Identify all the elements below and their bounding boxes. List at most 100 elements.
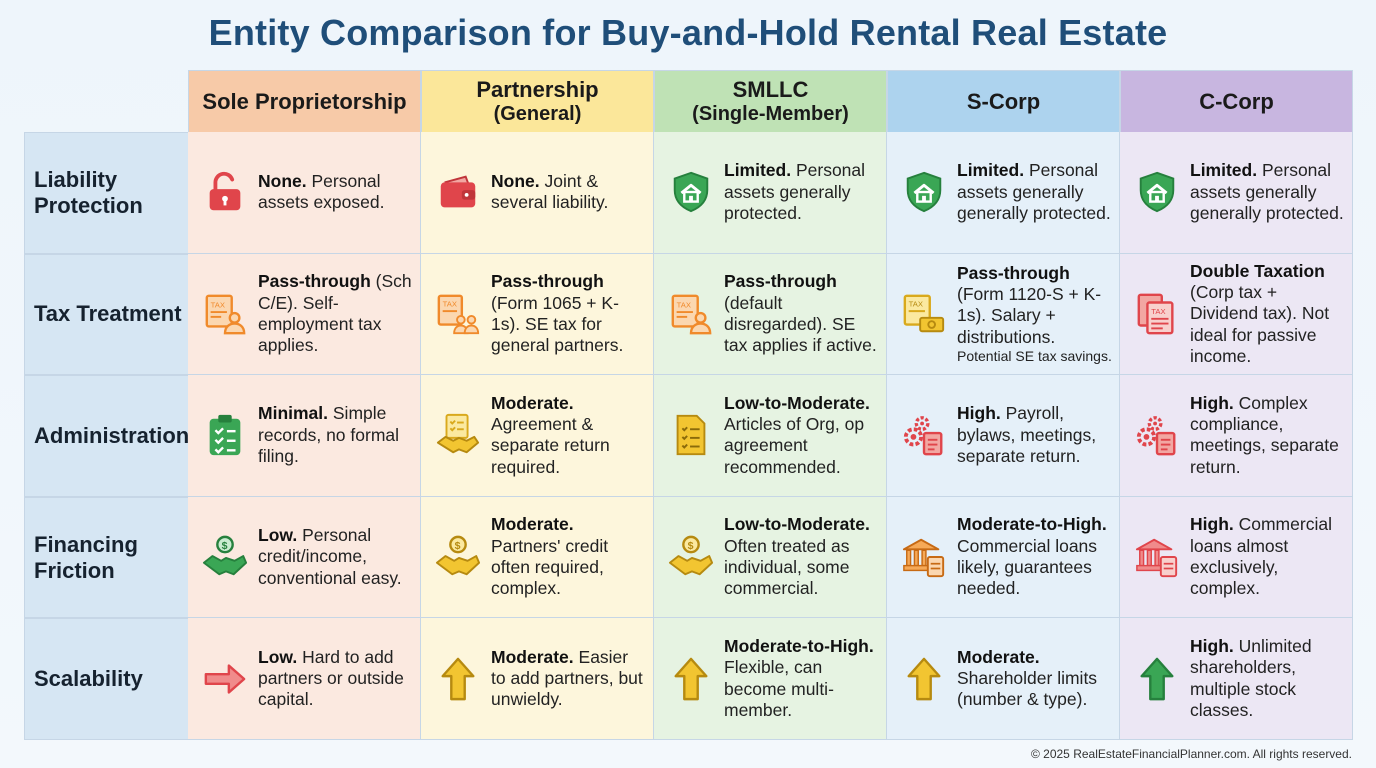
row-header-label: Financing Friction xyxy=(34,531,138,583)
cell-rating: Moderate-to-High. xyxy=(957,514,1107,535)
table-cell: Limited. Personal assets generally gener… xyxy=(887,132,1120,254)
page-title: Entity Comparison for Buy-and-Hold Renta… xyxy=(208,12,1168,53)
cell-rating: Pass-through xyxy=(724,271,837,292)
cell-rating: Limited. xyxy=(724,160,792,181)
cell-text: High. Complex compliance, meetings, sepa… xyxy=(1190,393,1346,478)
document-checklist-icon xyxy=(666,410,716,460)
cell-description: Payroll, bylaws, meetings, separate retu… xyxy=(957,403,1097,467)
table-cell: Moderate-to-High. Commercial loans likel… xyxy=(887,496,1120,619)
row-header-scalability: Scalability xyxy=(24,618,188,740)
cell-text: Low-to-Moderate. Often treated as indivi… xyxy=(724,514,880,599)
table-cell: TAX Pass-through (Form 1065 + K-1s). SE t… xyxy=(421,253,654,376)
cell-text: Limited. Personal assets generally prote… xyxy=(724,160,880,224)
table-cell: TAX Pass-through (default disregarded). S… xyxy=(654,253,887,376)
cell-rating: High. xyxy=(1190,514,1234,535)
table-cell: Moderate-to-High. Flexible, can become m… xyxy=(654,618,887,740)
comparison-table: Sole Proprietorship Partnership (General… xyxy=(24,70,1353,740)
cell-text: Moderate. Easier to add partners, but un… xyxy=(491,647,647,711)
cell-rating: Pass-through xyxy=(258,271,371,292)
open-lock-icon xyxy=(200,167,250,217)
row-header-financing-friction: Financing Friction xyxy=(24,496,188,619)
cell-text: High. Unlimited shareholders, multiple s… xyxy=(1190,636,1346,721)
svg-text:TAX: TAX xyxy=(1151,307,1165,316)
cell-rating: Minimal. xyxy=(258,403,329,424)
cell-description: Personal assets generally generally prot… xyxy=(957,160,1111,223)
column-header-sublabel: (Single-Member) xyxy=(692,102,849,125)
cell-description: Easier to add partners, but unwieldy. xyxy=(491,646,643,710)
cell-description: (Corp tax + Dividend tax). Not ideal for… xyxy=(1190,281,1330,366)
cell-text: Limited. Personal assets generally gener… xyxy=(1190,160,1346,224)
shield-house-icon xyxy=(899,167,949,217)
cell-rating: Moderate. xyxy=(491,646,574,667)
table-cell: TAX Pass-through (Sch C/E). Self-employme… xyxy=(188,253,421,376)
cell-text: Low-to-Moderate. Articles of Org, op agr… xyxy=(724,393,880,478)
cell-text: Limited. Personal assets generally gener… xyxy=(957,160,1113,224)
cell-description: (Form 1065 + K-1s). SE tax for general p… xyxy=(491,292,624,356)
tax-form-money-icon: TAX xyxy=(899,289,949,339)
up-arrow-icon xyxy=(1132,654,1182,704)
cell-description: Often treated as individual, some commer… xyxy=(724,535,850,599)
table-cell: $ Moderate. Partners' credit often requir… xyxy=(421,496,654,619)
cell-description: (default disregarded). SE tax applies if… xyxy=(724,292,877,356)
column-header-smllc: SMLLC (Single-Member) xyxy=(654,70,887,132)
cell-rating: Low. xyxy=(258,646,298,667)
cell-text: Moderate-to-High. Commercial loans likel… xyxy=(957,514,1113,599)
column-header-sublabel: (General) xyxy=(493,102,582,125)
svg-text:$: $ xyxy=(455,540,461,552)
cell-description: (Form 1120-S + K-1s). Salary + distribut… xyxy=(957,284,1102,347)
column-header-label: Sole Proprietorship xyxy=(202,88,407,114)
row-header-label: Tax Treatment xyxy=(34,301,182,327)
table-cell: $ Low. Personal credit/income, convention… xyxy=(188,496,421,619)
cell-rating: Limited. xyxy=(957,160,1025,181)
cell-text: Double Taxation (Corp tax + Dividend tax… xyxy=(1190,261,1346,368)
cell-rating: Moderate. xyxy=(491,514,574,535)
cell-description: Unlimited shareholders, multiple stock c… xyxy=(1190,635,1312,721)
table-cell: Limited. Personal assets generally gener… xyxy=(1120,132,1353,254)
cell-rating: Low-to-Moderate. xyxy=(724,392,870,413)
table-cell: Limited. Personal assets generally prote… xyxy=(654,132,887,254)
cell-rating: High. xyxy=(957,403,1001,424)
gears-document-icon xyxy=(899,410,949,460)
cell-rating: Limited. xyxy=(1190,160,1258,181)
svg-text:$: $ xyxy=(222,540,228,552)
copyright-footer: © 2025 RealEstateFinancialPlanner.com. A… xyxy=(1030,747,1352,761)
cell-description: Hard to add partners or outside capital. xyxy=(258,646,404,710)
cell-text: Low. Personal credit/income, conventiona… xyxy=(258,525,414,589)
table-cell: Low-to-Moderate. Articles of Org, op agr… xyxy=(654,375,887,497)
cell-description: Complex compliance, meetings, separate r… xyxy=(1190,392,1339,477)
money-handshake-icon: $ xyxy=(200,532,250,582)
cell-text: Low. Hard to add partners or outside cap… xyxy=(258,647,414,711)
up-arrow-icon xyxy=(666,654,716,704)
tax-documents-icon: TAX xyxy=(1132,289,1182,339)
svg-text:$: $ xyxy=(688,540,694,552)
cell-description: Personal assets generally protected. xyxy=(724,160,866,223)
svg-text:TAX: TAX xyxy=(211,300,225,309)
cell-description: Simple records, no formal filing. xyxy=(258,403,400,467)
cell-text: Pass-through (Sch C/E). Self-employment … xyxy=(258,271,414,356)
table-cell: Moderate. Agreement & separate return re… xyxy=(421,375,654,497)
cell-text: Moderate. Agreement & separate return re… xyxy=(491,393,647,478)
cell-rating: Low-to-Moderate. xyxy=(724,514,870,535)
cell-note: Potential SE tax savings. xyxy=(957,348,1112,365)
bank-document-icon xyxy=(899,532,949,582)
table-cell: None. Joint & several liability. xyxy=(421,132,654,254)
column-header-sole-proprietorship: Sole Proprietorship xyxy=(188,70,421,132)
up-arrow-icon xyxy=(899,654,949,704)
table-cell: TAX Pass-through (Form 1120-S + K-1s). Sa… xyxy=(887,253,1120,376)
table-cell: None. Personal assets exposed. xyxy=(188,132,421,254)
row-header-administration: Administration xyxy=(24,375,190,497)
cell-description: Commercial loans almost exclusively, com… xyxy=(1190,514,1332,599)
money-handshake-icon: $ xyxy=(433,532,483,582)
cell-description: Agreement & separate return required. xyxy=(491,414,610,477)
row-header-tax-treatment: Tax Treatment xyxy=(24,253,188,376)
cell-text: Pass-through (Form 1065 + K-1s). SE tax … xyxy=(491,271,647,356)
svg-text:TAX: TAX xyxy=(677,300,691,309)
tax-form-person-icon: TAX xyxy=(666,289,716,339)
cell-rating: Double Taxation xyxy=(1190,260,1325,281)
up-arrow-icon xyxy=(433,654,483,704)
row-header-label: Administration xyxy=(34,423,190,448)
cell-text: High. Commercial loans almost exclusivel… xyxy=(1190,514,1346,599)
row-header-label: Liability Protection xyxy=(34,166,143,218)
table-cell: High. Payroll, bylaws, meetings, separat… xyxy=(887,375,1120,497)
agreement-handshake-icon xyxy=(433,410,483,460)
